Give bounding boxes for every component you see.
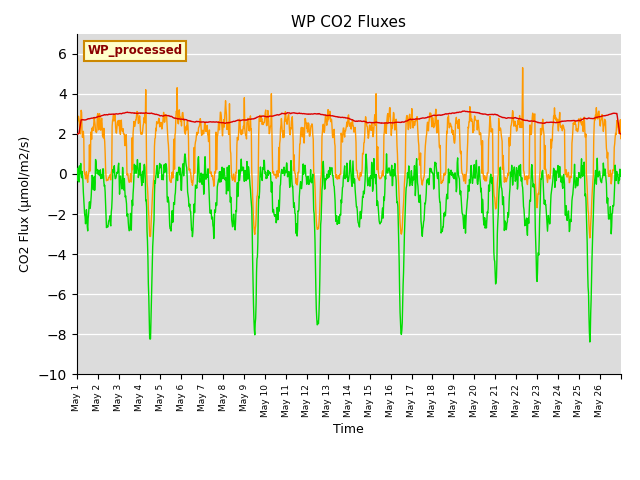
X-axis label: Time: Time: [333, 423, 364, 436]
Y-axis label: CO2 Flux (μmol/m2/s): CO2 Flux (μmol/m2/s): [19, 136, 32, 272]
Text: WP_processed: WP_processed: [88, 44, 183, 57]
Title: WP CO2 Fluxes: WP CO2 Fluxes: [291, 15, 406, 30]
